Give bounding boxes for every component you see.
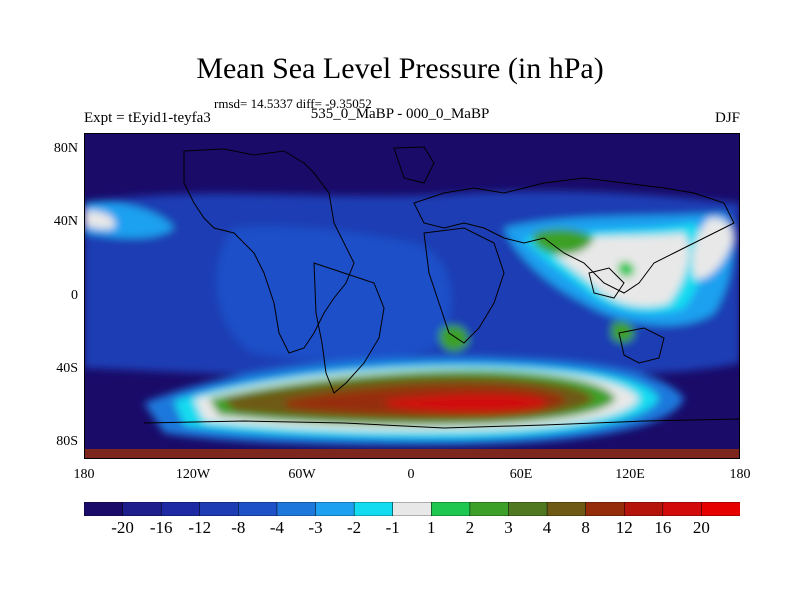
colorbar-label: -2: [347, 518, 362, 537]
colorbar-label: -3: [308, 518, 323, 537]
colorbar-swatch: [585, 502, 625, 516]
colorbar-swatch: [199, 502, 240, 516]
coastlines: [143, 146, 740, 429]
colorbar-label: -1: [385, 518, 400, 537]
colorbar-label: 8: [581, 518, 590, 537]
colorbar-swatch: [315, 502, 355, 516]
lon-label-60w: 60W: [288, 467, 316, 482]
colorbar-label: 2: [465, 518, 475, 537]
colorbar-label: -4: [269, 518, 285, 537]
lon-label-0: 0: [407, 467, 415, 482]
colorbar-label: 16: [654, 518, 672, 537]
colorbar-label: -16: [149, 518, 173, 537]
colorbar-swatch: [662, 502, 703, 516]
colorbar-swatch: [353, 502, 394, 516]
colorbar-label: -12: [188, 518, 212, 537]
colorbar-label: -8: [231, 518, 246, 537]
colorbar-swatch: [160, 502, 201, 516]
colorbar-label: -20: [111, 518, 134, 537]
colorbar-swatch: [122, 502, 162, 516]
colorbar-label: 20: [692, 518, 710, 537]
south-pole-band: [84, 449, 740, 459]
colorbar-swatch: [469, 502, 510, 516]
lon-label-120w: 120W: [175, 467, 211, 482]
lon-label-180w: 180: [73, 467, 95, 482]
lon-label-60e: 60E: [509, 467, 533, 482]
colorbar-swatch: [276, 502, 317, 516]
period-label: 535_0_MaBP - 000_0_MaBP: [310, 106, 490, 122]
stats-text: rmsd= 14.5337 diff= -9.35052: [214, 96, 372, 111]
lon-label-180e: 180: [729, 467, 751, 482]
contour-fill: [84, 191, 740, 446]
lat-label-40n: 40N: [53, 214, 78, 229]
lat-label-40s: 40S: [56, 361, 78, 376]
colorbar: [84, 502, 740, 516]
lon-label-120e: 120E: [615, 467, 645, 482]
season-label: DJF: [714, 110, 740, 126]
lat-label-80s: 80S: [56, 434, 78, 449]
colorbar-swatch: [392, 502, 433, 516]
colorbar-swatch: [431, 502, 471, 516]
colorbar-label: 12: [615, 518, 633, 537]
map-title: Mean Sea Level Pressure (in hPa): [196, 52, 604, 85]
colorbar-swatch: [238, 502, 278, 516]
colorbar-swatch: [508, 502, 548, 516]
colorbar-label: 3: [504, 518, 513, 537]
map-frame: [84, 133, 740, 459]
colorbar-label: 4: [542, 518, 552, 537]
experiment-label: Expt = tEyid1-teyfa3: [84, 110, 211, 126]
pressure-map: [84, 133, 740, 459]
colorbar-label: 1: [427, 518, 436, 537]
lat-label-80n: 80N: [53, 141, 78, 156]
lat-label-eq: 0: [71, 288, 78, 303]
colorbar-swatch: [84, 502, 124, 516]
colorbar-swatch: [623, 502, 664, 516]
colorbar-swatch: [546, 502, 587, 516]
colorbar-swatch: [701, 502, 740, 516]
